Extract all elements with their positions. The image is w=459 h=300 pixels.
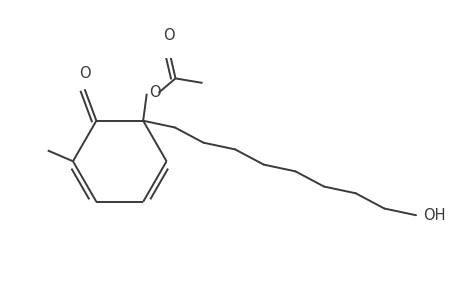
- Text: O: O: [78, 66, 90, 81]
- Text: O: O: [163, 28, 175, 43]
- Text: OH: OH: [422, 208, 445, 223]
- Text: O: O: [149, 85, 160, 100]
